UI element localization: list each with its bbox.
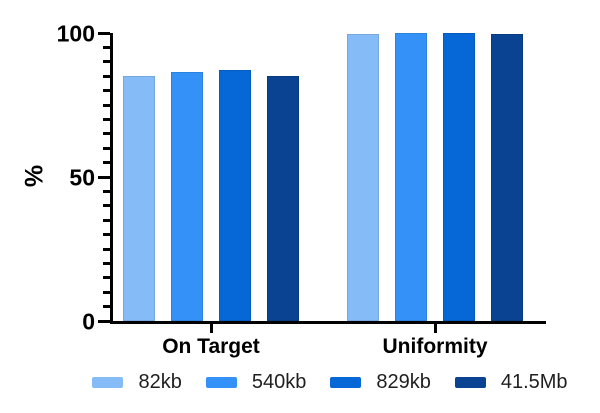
bar-82kb-on-target bbox=[123, 76, 155, 321]
legend-label: 829kb bbox=[376, 371, 431, 393]
legend-item-829kb: 829kb bbox=[330, 371, 431, 394]
legend-swatch bbox=[92, 377, 124, 388]
y-axis-title: % bbox=[20, 164, 49, 188]
bar-41.5Mb-uniformity bbox=[491, 34, 523, 321]
y-major-tick bbox=[98, 31, 110, 35]
bar-829kb-uniformity bbox=[443, 33, 475, 321]
bar-41.5Mb-on-target bbox=[267, 76, 299, 321]
y-tick-label: 100 bbox=[56, 20, 95, 47]
y-tick-label: 50 bbox=[69, 164, 95, 191]
y-minor-tick bbox=[103, 305, 110, 309]
y-minor-tick bbox=[103, 60, 110, 64]
y-minor-tick bbox=[103, 233, 110, 237]
y-minor-tick bbox=[103, 290, 110, 294]
y-minor-tick bbox=[103, 103, 110, 107]
y-minor-tick bbox=[103, 89, 110, 93]
plot-area: 0 50 100 On Target Uniformity bbox=[57, 21, 546, 358]
y-minor-tick bbox=[103, 161, 110, 165]
y-minor-tick bbox=[103, 189, 110, 193]
y-major-tick bbox=[98, 319, 110, 323]
legend: 82kb 540kb 829kb 41.5Mb bbox=[60, 371, 600, 394]
legend-label: 82kb bbox=[138, 371, 182, 393]
y-minor-tick bbox=[103, 204, 110, 208]
legend-label: 41.5Mb bbox=[500, 371, 568, 393]
legend-item-82kb: 82kb bbox=[92, 371, 182, 394]
y-minor-tick bbox=[103, 276, 110, 280]
x-category-label: On Target bbox=[162, 335, 260, 358]
y-minor-tick bbox=[103, 218, 110, 222]
y-minor-tick bbox=[103, 247, 110, 251]
bar-829kb-on-target bbox=[219, 70, 251, 321]
y-minor-tick bbox=[103, 74, 110, 78]
x-category-tick bbox=[209, 324, 213, 333]
bar-540kb-uniformity bbox=[395, 33, 427, 321]
legend-label: 540kb bbox=[251, 371, 307, 393]
x-category-label: Uniformity bbox=[382, 335, 488, 358]
y-minor-tick bbox=[103, 146, 110, 150]
legend-swatch bbox=[205, 377, 237, 388]
y-minor-tick bbox=[103, 45, 110, 49]
legend-item-41.5Mb: 41.5Mb bbox=[454, 371, 568, 394]
x-category-tick bbox=[433, 324, 437, 333]
y-minor-tick bbox=[103, 117, 110, 121]
y-minor-tick bbox=[103, 261, 110, 265]
legend-item-540kb: 540kb bbox=[205, 371, 307, 394]
legend-swatch bbox=[330, 377, 362, 388]
legend-swatch bbox=[454, 377, 486, 388]
bar-540kb-on-target bbox=[171, 71, 203, 321]
y-minor-tick bbox=[103, 132, 110, 136]
y-tick-label: 0 bbox=[82, 308, 95, 335]
y-major-tick bbox=[98, 175, 110, 179]
bar-82kb-uniformity bbox=[347, 34, 379, 321]
